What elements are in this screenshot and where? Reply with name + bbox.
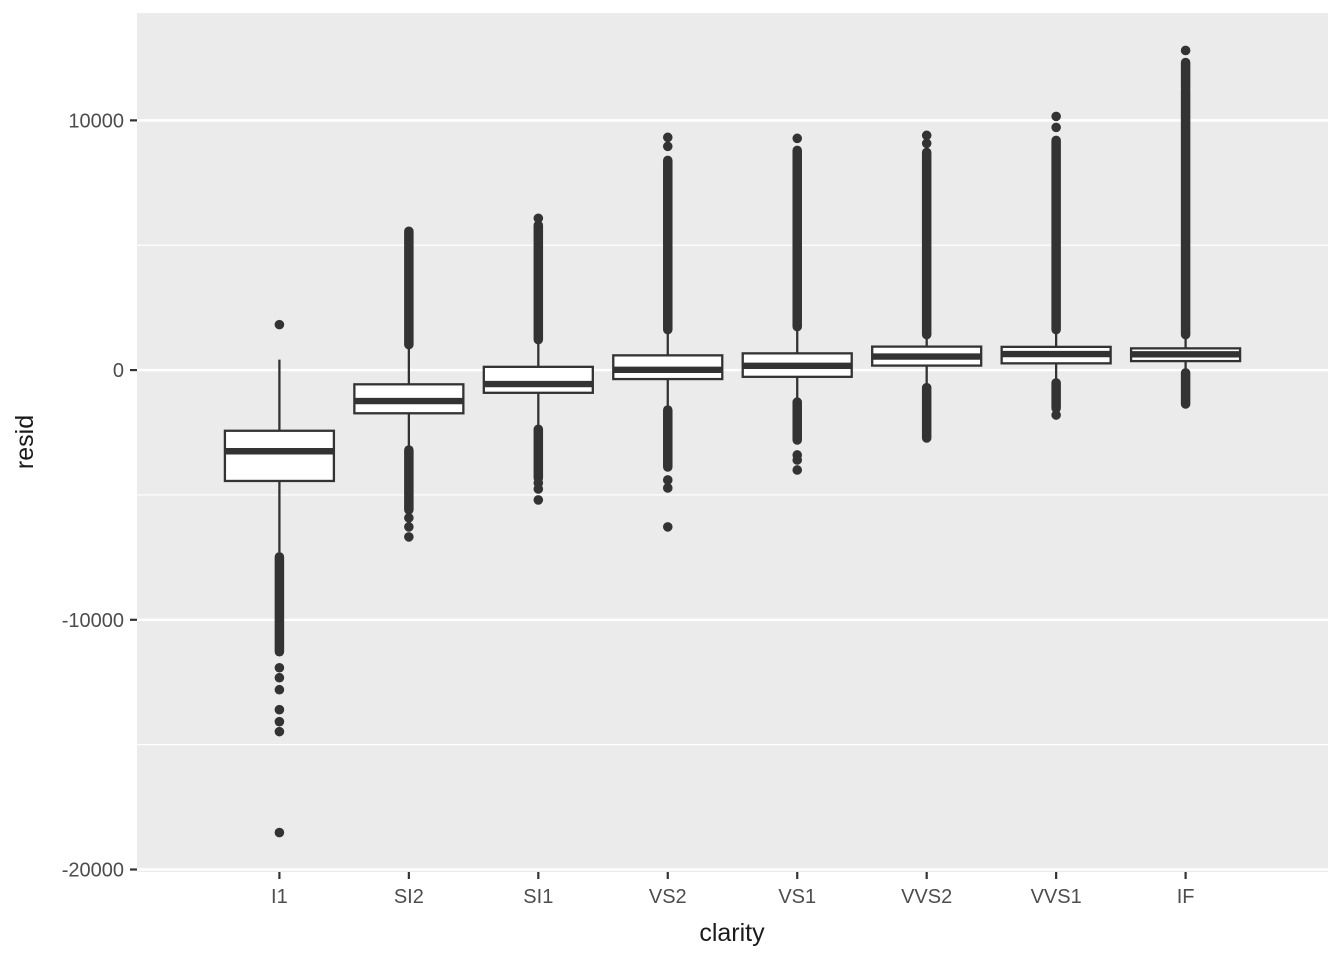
outlier-point bbox=[274, 672, 285, 683]
outlier-point bbox=[662, 132, 673, 143]
outlier-point bbox=[1180, 45, 1191, 56]
iqr-box bbox=[482, 365, 594, 394]
outlier-point bbox=[662, 483, 673, 493]
boxplot-vs2 bbox=[612, 132, 724, 532]
outlier-point bbox=[921, 130, 932, 141]
outlier-point bbox=[274, 827, 285, 838]
x-tick-label: SI1 bbox=[523, 886, 553, 908]
outlier-point bbox=[792, 455, 803, 465]
boxplot-i1 bbox=[223, 319, 336, 838]
outlier-point bbox=[404, 522, 414, 532]
outlier-point bbox=[274, 704, 285, 715]
outlier-point bbox=[533, 213, 544, 224]
boxplot-si2 bbox=[353, 226, 465, 542]
outlier-point bbox=[404, 513, 414, 523]
boxplot-vvs2 bbox=[871, 130, 983, 443]
boxplot-si1 bbox=[482, 213, 594, 505]
outlier-point bbox=[792, 465, 803, 475]
boxplot-if bbox=[1129, 45, 1242, 409]
y-tick-label: 0 bbox=[113, 360, 124, 382]
boxplot-vs1 bbox=[741, 133, 853, 475]
outlier-point bbox=[921, 138, 932, 149]
outlier-point bbox=[274, 716, 285, 727]
outlier-point bbox=[274, 726, 285, 737]
x-tick-label: IF bbox=[1177, 886, 1195, 908]
y-tick-label: 10000 bbox=[68, 110, 124, 132]
outlier-point bbox=[662, 475, 673, 485]
x-tick-label: VS2 bbox=[649, 886, 687, 908]
x-tick-label: VS1 bbox=[778, 886, 816, 908]
panel-background bbox=[137, 13, 1328, 872]
outlier-point bbox=[662, 522, 673, 532]
x-axis-title: clarity bbox=[699, 919, 765, 947]
outlier-point bbox=[662, 141, 673, 152]
outlier-point bbox=[1051, 122, 1061, 133]
iqr-box bbox=[223, 429, 336, 483]
x-tick-label: SI2 bbox=[394, 886, 424, 908]
outlier-point bbox=[274, 319, 285, 330]
outlier-point bbox=[274, 662, 285, 673]
plot-panel: 10000 0 -10000 -20000 I1 SI2 SI1 VS2 VS1 VVS2 VVS1… bbox=[62, 13, 1328, 908]
y-tick-label: -20000 bbox=[62, 860, 124, 882]
x-tick-label: VVS2 bbox=[901, 886, 952, 908]
outlier-point bbox=[1051, 410, 1061, 420]
y-tick-label: -10000 bbox=[62, 610, 124, 632]
y-axis-title: resid bbox=[11, 415, 39, 469]
x-tick-label: VVS1 bbox=[1031, 886, 1082, 908]
outlier-point bbox=[533, 495, 544, 505]
outlier-point bbox=[533, 484, 544, 494]
outlier-point bbox=[274, 684, 285, 695]
outlier-point bbox=[792, 133, 803, 144]
x-tick-label: I1 bbox=[271, 886, 288, 908]
outlier-point bbox=[404, 532, 414, 542]
outlier-point bbox=[1051, 111, 1061, 122]
boxplot-vvs1 bbox=[1000, 111, 1112, 420]
